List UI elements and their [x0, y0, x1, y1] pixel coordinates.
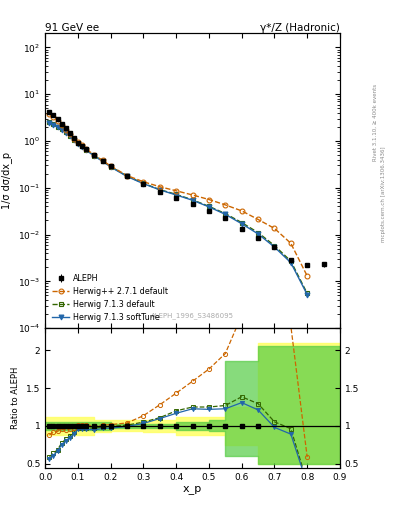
- Herwig 7.1.3 default: [51, 121, 56, 127]
- Herwig 7.1.3 softTune: [305, 291, 310, 297]
- Herwig 7.1.3 default: [80, 143, 84, 150]
- Herwig++ 2.7.1 default: [75, 139, 80, 145]
- Herwig 7.1.3 default: [100, 158, 105, 164]
- Herwig++ 2.7.1 default: [125, 173, 129, 179]
- Herwig 7.1.3 softTune: [55, 124, 60, 131]
- Herwig 7.1.3 softTune: [141, 181, 146, 187]
- Herwig 7.1.3 default: [158, 186, 162, 193]
- Y-axis label: Ratio to ALEPH: Ratio to ALEPH: [11, 367, 20, 430]
- Herwig++ 2.7.1 default: [51, 114, 56, 120]
- Herwig 7.1.3 default: [108, 163, 113, 169]
- Herwig 7.1.3 default: [68, 133, 72, 139]
- Herwig 7.1.3 default: [59, 126, 64, 132]
- Herwig 7.1.3 softTune: [100, 158, 105, 164]
- Herwig++ 2.7.1 default: [288, 240, 293, 246]
- Herwig 7.1.3 softTune: [84, 147, 88, 153]
- Text: ALEPH_1996_S3486095: ALEPH_1996_S3486095: [151, 312, 234, 319]
- Herwig 7.1.3 default: [92, 153, 97, 159]
- Herwig 7.1.3 softTune: [288, 260, 293, 266]
- Herwig 7.1.3 softTune: [108, 164, 113, 170]
- Herwig++ 2.7.1 default: [256, 217, 261, 223]
- Herwig 7.1.3 softTune: [59, 127, 64, 133]
- Herwig 7.1.3 default: [239, 220, 244, 226]
- Text: 91 GeV ee: 91 GeV ee: [45, 23, 99, 32]
- Herwig 7.1.3 default: [84, 147, 88, 153]
- Herwig++ 2.7.1 default: [108, 163, 113, 169]
- Herwig 7.1.3 softTune: [47, 120, 52, 126]
- Herwig 7.1.3 softTune: [68, 133, 72, 139]
- Herwig++ 2.7.1 default: [174, 188, 178, 194]
- Herwig++ 2.7.1 default: [64, 126, 68, 133]
- Herwig++ 2.7.1 default: [141, 179, 146, 185]
- Herwig 7.1.3 default: [141, 180, 146, 186]
- Herwig 7.1.3 softTune: [75, 140, 80, 146]
- Text: mcplots.cern.ch [arXiv:1306.3436]: mcplots.cern.ch [arXiv:1306.3436]: [381, 147, 386, 242]
- Herwig 7.1.3 default: [305, 290, 310, 296]
- Herwig 7.1.3 softTune: [92, 153, 97, 159]
- Herwig++ 2.7.1 default: [207, 197, 211, 203]
- Herwig 7.1.3 default: [72, 137, 76, 143]
- Text: Rivet 3.1.10, ≥ 400k events: Rivet 3.1.10, ≥ 400k events: [373, 84, 378, 161]
- Herwig++ 2.7.1 default: [72, 136, 76, 142]
- Herwig 7.1.3 default: [47, 119, 52, 125]
- Herwig 7.1.3 softTune: [64, 130, 68, 136]
- Herwig 7.1.3 softTune: [223, 211, 228, 218]
- Herwig 7.1.3 softTune: [256, 231, 261, 237]
- Herwig 7.1.3 softTune: [80, 143, 84, 150]
- Herwig 7.1.3 default: [64, 129, 68, 135]
- Herwig 7.1.3 default: [55, 124, 60, 130]
- Herwig 7.1.3 softTune: [158, 187, 162, 193]
- Herwig 7.1.3 softTune: [190, 197, 195, 203]
- Herwig 7.1.3 default: [174, 191, 178, 198]
- Herwig 7.1.3 softTune: [239, 221, 244, 227]
- Herwig++ 2.7.1 default: [47, 111, 52, 117]
- Herwig 7.1.3 default: [256, 229, 261, 236]
- Herwig++ 2.7.1 default: [305, 273, 310, 279]
- Herwig 7.1.3 softTune: [51, 122, 56, 128]
- Herwig 7.1.3 softTune: [72, 137, 76, 143]
- Herwig++ 2.7.1 default: [272, 225, 277, 231]
- Herwig++ 2.7.1 default: [239, 208, 244, 214]
- Herwig++ 2.7.1 default: [59, 122, 64, 128]
- Line: Herwig++ 2.7.1 default: Herwig++ 2.7.1 default: [47, 112, 310, 279]
- Herwig++ 2.7.1 default: [158, 184, 162, 190]
- Herwig 7.1.3 softTune: [174, 192, 178, 198]
- Herwig++ 2.7.1 default: [84, 146, 88, 152]
- Herwig 7.1.3 softTune: [272, 244, 277, 250]
- Herwig++ 2.7.1 default: [68, 131, 72, 137]
- Line: Herwig 7.1.3 default: Herwig 7.1.3 default: [47, 120, 310, 296]
- Herwig 7.1.3 softTune: [207, 204, 211, 210]
- Herwig 7.1.3 default: [125, 173, 129, 179]
- Line: Herwig 7.1.3 softTune: Herwig 7.1.3 softTune: [47, 121, 310, 297]
- Herwig 7.1.3 softTune: [125, 174, 129, 180]
- Herwig++ 2.7.1 default: [80, 142, 84, 148]
- Legend: ALEPH, Herwig++ 2.7.1 default, Herwig 7.1.3 default, Herwig 7.1.3 softTune: ALEPH, Herwig++ 2.7.1 default, Herwig 7.…: [49, 271, 170, 324]
- Herwig 7.1.3 default: [223, 210, 228, 217]
- Herwig++ 2.7.1 default: [92, 152, 97, 158]
- Herwig 7.1.3 default: [207, 203, 211, 209]
- Herwig++ 2.7.1 default: [190, 192, 195, 198]
- Herwig 7.1.3 default: [272, 243, 277, 249]
- Herwig++ 2.7.1 default: [100, 157, 105, 163]
- Herwig++ 2.7.1 default: [55, 118, 60, 124]
- Herwig 7.1.3 default: [190, 197, 195, 203]
- Y-axis label: 1/σ dσ/dx_p: 1/σ dσ/dx_p: [2, 152, 12, 209]
- X-axis label: x_p: x_p: [183, 484, 202, 494]
- Herwig 7.1.3 default: [288, 258, 293, 264]
- Text: γ*/Z (Hadronic): γ*/Z (Hadronic): [260, 23, 340, 32]
- Herwig++ 2.7.1 default: [223, 202, 228, 208]
- Herwig 7.1.3 default: [75, 140, 80, 146]
